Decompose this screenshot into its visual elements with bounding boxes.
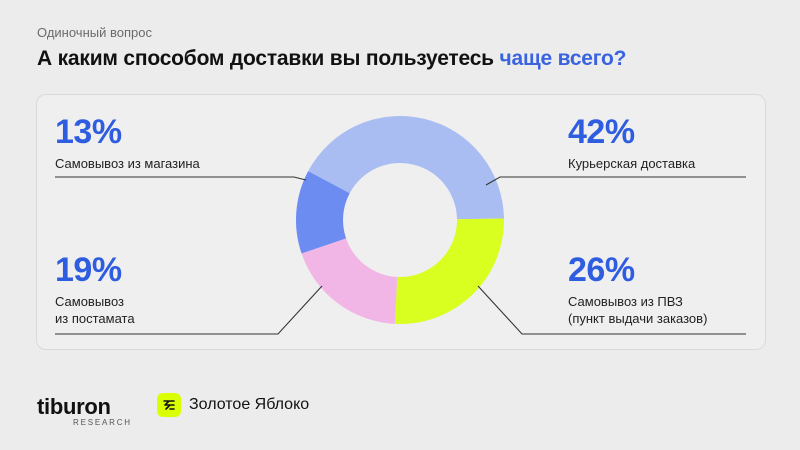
leader-line-courier [485, 176, 746, 186]
value-label-pvz: 26% [568, 251, 635, 289]
category-label-store: Самовывоз из магазина [55, 156, 200, 171]
title-accent: чаще всего? [499, 47, 627, 70]
leader-line-postamat [55, 285, 323, 335]
page-title: А каким способом доставки вы пользуетесь… [37, 47, 627, 71]
question-type: Одиночный вопрос [37, 25, 152, 40]
donut-slice-courier [308, 116, 504, 220]
title-main: А каким способом доставки вы пользуетесь [37, 47, 500, 70]
leader-line-pvz [477, 285, 746, 335]
tiburon-logo-subtext: RESEARCH [73, 418, 132, 427]
donut-slice-postamat [301, 238, 398, 324]
tiburon-logo: tiburon RESEARCH [37, 394, 130, 427]
category-label-pvz: Самовывоз из ПВЗ (пункт выдачи заказов) [568, 294, 708, 326]
zolotoe-yabloko-logo: Золотое Яблоко [157, 393, 309, 417]
donut-slice-pvz [394, 218, 504, 324]
donut-slice-store [295, 171, 350, 254]
value-label-courier: 42% [568, 113, 635, 151]
leader-line-store [55, 176, 307, 181]
apple-logo-icon [157, 393, 181, 417]
category-label-courier: Курьерская доставка [568, 156, 696, 171]
tiburon-logo-text: tiburon [37, 394, 111, 419]
value-label-postamat: 19% [55, 251, 122, 289]
value-label-store: 13% [55, 113, 122, 151]
category-label-postamat: Самовывоз из постамата [55, 294, 135, 326]
zolotoe-yabloko-text: Золотое Яблоко [189, 396, 310, 413]
